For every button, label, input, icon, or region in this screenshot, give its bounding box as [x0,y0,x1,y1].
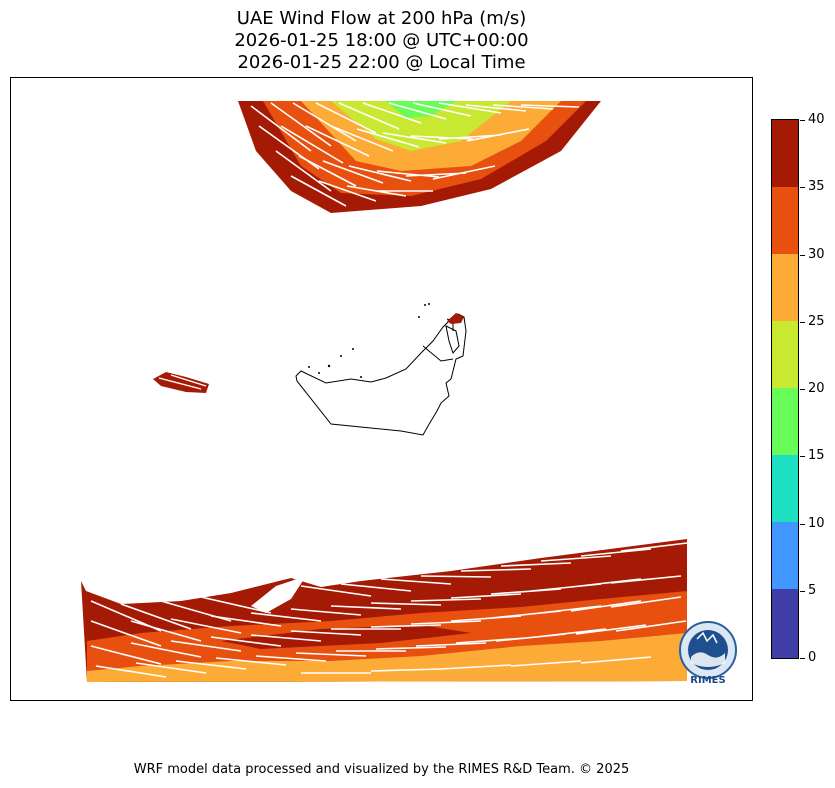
uae-islands [308,303,430,378]
colorbar-label-15: 15 [808,448,825,463]
southern-wind-arrows [90,542,687,678]
northern-wind-arrows [250,102,580,207]
colorbar-segment-20-25 [772,321,798,388]
uae-outline [295,313,467,436]
colorbar-label-25: 25 [808,314,825,329]
northern-wind-field [238,101,601,213]
colorbar-tick [800,187,805,188]
colorbar-tick [800,591,805,592]
colorbar-tick [800,322,805,323]
musandam-wind-patch [447,313,464,324]
colorbar-tick [800,120,805,121]
colorbar-tick [800,658,805,659]
colorbar-label-35: 35 [808,179,825,194]
colorbar-label-0: 0 [808,650,817,665]
map-title: UAE Wind Flow at 200 hPa (m/s) [236,8,527,29]
colorbar-segment-15-20 [772,388,798,455]
colorbar-tick [800,389,805,390]
colorbar-segment-0-5 [772,589,798,658]
southern-wind-field [81,539,687,682]
colorbar-label-10: 10 [808,516,825,531]
colorbar-tick [800,524,805,525]
colorbar-segment-25-30 [772,254,798,321]
utc-time-subtitle: 2026-01-25 18:00 @ UTC+00:00 [234,30,529,51]
colorbar-label-30: 30 [808,247,825,262]
wind-map [81,101,687,682]
colorbar [771,119,799,659]
colorbar-tick [800,255,805,256]
colorbar-segment-35-40 [772,120,798,187]
footer-credit: WRF model data processed and visualized … [133,762,630,777]
map-panel [10,77,753,701]
colorbar-segment-30-35 [772,187,798,254]
colorbar-tick [800,456,805,457]
rimes-logo: RIMES [677,619,739,689]
colorbar-label-20: 20 [808,381,825,396]
local-time-subtitle: 2026-01-25 22:00 @ Local Time [237,52,526,73]
colorbar-segment-5-10 [772,522,798,589]
colorbar-label-40: 40 [808,112,825,127]
western-wind-patch [153,372,209,393]
colorbar-segment-10-15 [772,455,798,522]
rimes-emblem-icon [679,621,737,679]
logo-text: RIMES [690,675,726,686]
colorbar-label-5: 5 [808,583,817,598]
